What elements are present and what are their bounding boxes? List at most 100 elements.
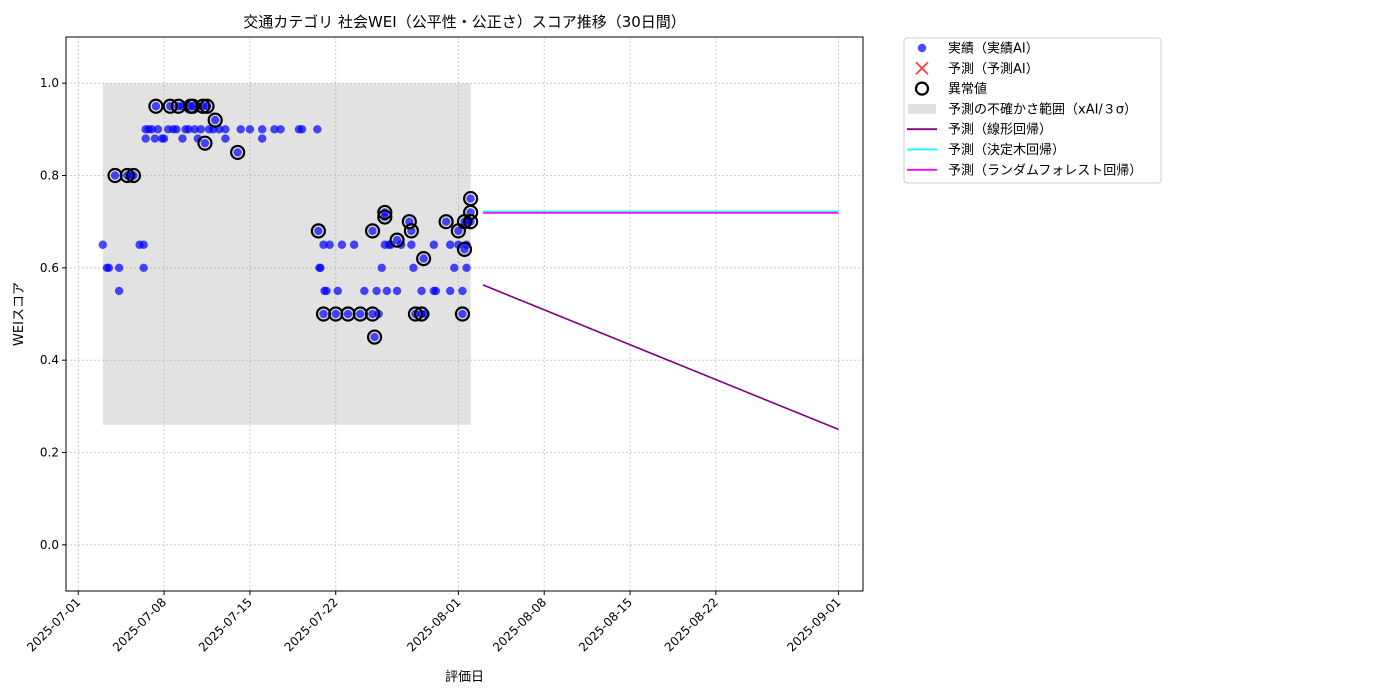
actual-point	[429, 240, 439, 249]
actual-point	[221, 134, 230, 143]
uncertainty-band-layer	[102, 83, 471, 425]
anomaly-marker	[162, 98, 178, 114]
actual-point	[372, 286, 381, 296]
anomaly-marker	[454, 306, 471, 322]
actual-point	[316, 263, 325, 273]
actual-point	[349, 240, 359, 249]
x-tick-label: 2025-07-22	[282, 595, 341, 654]
actual-point	[319, 309, 328, 319]
y-tick-label: 1.0	[40, 76, 59, 90]
legend-label: 異常値	[948, 81, 987, 97]
actual-point	[462, 263, 471, 273]
legend-label: 予測の不確かさ範囲（xAI/３σ）	[948, 101, 1137, 117]
actual-point	[333, 286, 342, 296]
x-tick-label: 2025-07-01	[24, 595, 83, 654]
anomaly-marker	[364, 223, 381, 239]
actual-point	[325, 240, 334, 249]
anomaly-marker	[230, 144, 246, 161]
actual-point	[319, 240, 328, 249]
actual-point	[370, 332, 379, 342]
y-tick-label: 0.6	[40, 261, 59, 275]
anomaly-marker	[463, 214, 479, 230]
actual-point	[139, 240, 148, 249]
anomaly-marker	[364, 306, 381, 322]
legend-label: 予測（予測AI）	[948, 62, 1039, 77]
legend-x-icon	[915, 61, 929, 75]
actual-point	[147, 125, 157, 134]
actual-point	[458, 309, 467, 319]
actual-point	[159, 134, 169, 143]
y-tick-label: 0.0	[40, 538, 59, 552]
actual-point	[257, 134, 267, 143]
actual-point	[150, 134, 160, 143]
actual-point	[368, 309, 377, 319]
chart-title: 交通カテゴリ 社会WEI（公平性・公正さ）スコア推移（30日間）	[243, 13, 686, 31]
anomaly-marker	[148, 98, 164, 114]
actual-point	[153, 125, 163, 134]
actual-point	[445, 240, 455, 249]
actual-point	[190, 125, 199, 134]
anomaly-marker	[413, 306, 430, 322]
actual-point	[377, 263, 386, 273]
actual-point	[450, 263, 459, 273]
actual-point	[417, 286, 426, 296]
actual-point	[151, 102, 161, 111]
anomaly-marker	[438, 214, 454, 230]
actual-point	[188, 102, 197, 111]
actual-point	[360, 286, 369, 296]
x-tick-label: 2025-08-08	[490, 595, 549, 654]
actual-point	[337, 240, 347, 249]
actual-point	[407, 240, 416, 249]
anomaly-marker	[310, 223, 326, 239]
actual-point	[445, 286, 455, 296]
y-tick-label: 0.8	[40, 169, 59, 183]
anomaly-marker	[456, 241, 473, 257]
actual-point	[98, 240, 107, 249]
actual-point	[458, 286, 467, 296]
y-tick-label: 0.4	[40, 353, 59, 367]
actual-point	[331, 309, 340, 319]
actual-point	[297, 125, 307, 134]
anomaly-marker	[197, 135, 213, 151]
actual-point	[141, 134, 150, 143]
actual-point	[454, 240, 463, 249]
actual-point	[322, 286, 331, 296]
anomaly-marker	[463, 204, 479, 221]
y-tick-label: 0.2	[40, 446, 59, 460]
actual-point	[356, 309, 365, 319]
legend-box	[903, 37, 1162, 184]
actual-point	[314, 226, 323, 236]
actual-point	[139, 263, 148, 273]
actual-point	[233, 148, 242, 157]
actual-point	[270, 125, 279, 134]
x-tick-label: 2025-09-01	[784, 595, 843, 654]
legend-label: 実績（実績AI）	[948, 41, 1039, 57]
x-tick-label: 2025-08-01	[404, 595, 463, 654]
x-tick-label: 2025-08-22	[662, 595, 721, 654]
forecast-line	[482, 284, 839, 431]
legend-band-icon	[908, 103, 936, 114]
actual-point	[184, 125, 193, 134]
anomaly-marker	[416, 251, 432, 267]
anomaly-marker	[401, 214, 417, 230]
y-ticks: 0.0 0.2 0.4 0.6 0.8 1.0	[40, 76, 66, 552]
actual-point	[392, 286, 402, 296]
anomaly-marker	[377, 209, 393, 225]
actual-point	[104, 263, 114, 273]
actual-point	[382, 286, 392, 296]
x-ticks: 2025-07-01 2025-07-08 2025-07-15 2025-07-22…	[24, 591, 844, 654]
actual-point	[419, 254, 428, 263]
actual-point	[210, 115, 220, 125]
x-axis-label: 評価日	[445, 670, 484, 685]
forecast-layer	[482, 210, 839, 431]
anomaly-marker	[195, 98, 211, 114]
legend-dot-icon	[917, 43, 927, 53]
anomaly-marker	[407, 306, 424, 322]
x-tick-label: 2025-07-15	[196, 595, 255, 654]
x-tick-label: 2025-08-15	[576, 595, 635, 654]
anomaly-marker	[389, 232, 405, 248]
anomaly-marker	[119, 167, 135, 184]
legend-label: 予測（ランダムフォレスト回帰）	[948, 162, 1142, 178]
actual-point	[178, 134, 187, 143]
